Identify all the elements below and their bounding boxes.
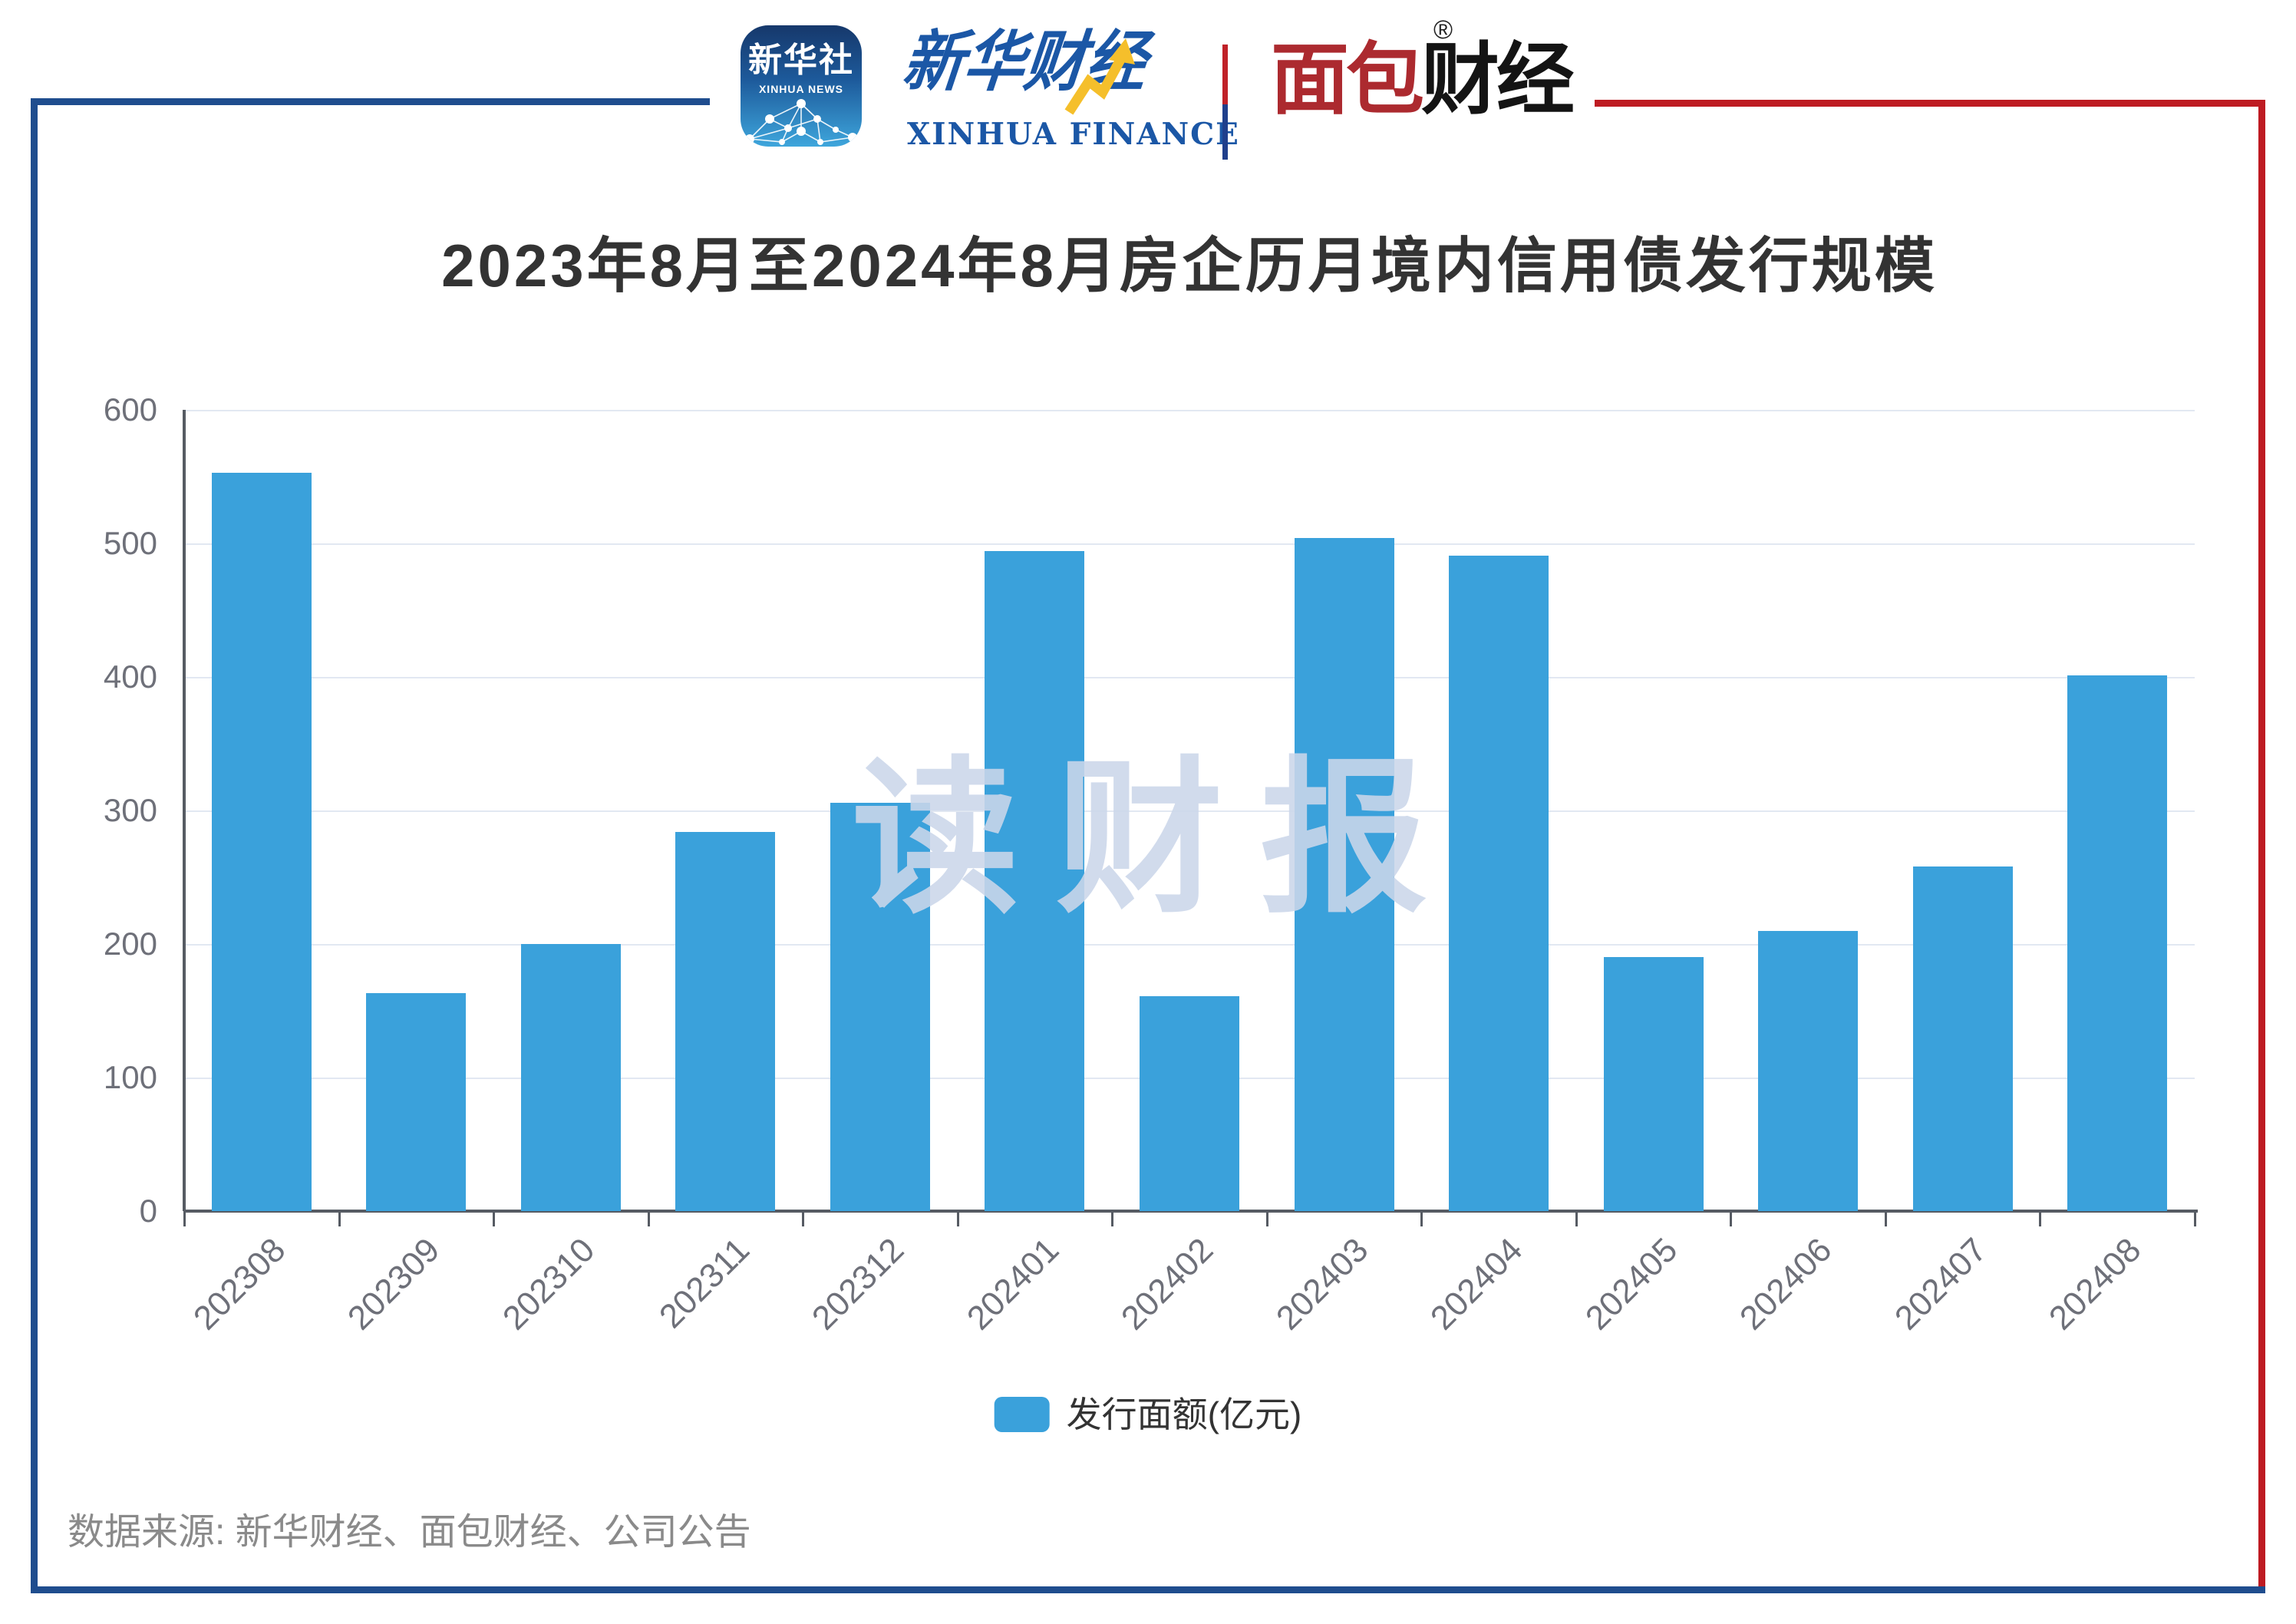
x-axis-label-202308: 202308 xyxy=(186,1230,293,1338)
x-axis-tick xyxy=(956,1211,959,1226)
mianbao-finance-logo: 面包财经 xyxy=(1271,36,1575,124)
x-axis-label-202408: 202408 xyxy=(2042,1230,2149,1338)
x-axis-label-202402: 202402 xyxy=(1114,1230,1221,1338)
xinhua-news-app-icon: 新华社 XINHUA NEWS xyxy=(741,25,862,147)
x-axis-label-202407: 202407 xyxy=(1887,1230,1994,1338)
y-axis-label-600: 600 xyxy=(103,391,157,427)
gridline-y-500 xyxy=(184,543,2195,545)
gridline-y-400 xyxy=(184,677,2195,678)
bar-202402[interactable] xyxy=(1140,995,1239,1211)
bar-202406[interactable] xyxy=(1758,930,1859,1211)
legend-item[interactable]: 发行面额(亿元) xyxy=(994,1395,1302,1434)
bar-202405[interactable] xyxy=(1603,957,1704,1211)
x-axis-label-202311: 202311 xyxy=(652,1230,757,1336)
bar-202407[interactable] xyxy=(1912,866,2013,1211)
x-axis-label-202404: 202404 xyxy=(1423,1230,1530,1338)
x-axis-label-202309: 202309 xyxy=(341,1230,447,1338)
x-axis-label-202401: 202401 xyxy=(959,1230,1066,1338)
gridline-y-600 xyxy=(184,410,2195,411)
frame-right-line xyxy=(2258,100,2265,1593)
y-axis-label-200: 200 xyxy=(103,926,157,962)
x-axis-label-202310: 202310 xyxy=(495,1230,602,1338)
bar-202403[interactable] xyxy=(1294,538,1394,1211)
x-axis-tick xyxy=(2194,1211,2196,1226)
y-axis-label-500: 500 xyxy=(103,525,157,561)
x-axis-tick xyxy=(1575,1211,1578,1226)
x-axis-label-202405: 202405 xyxy=(1578,1230,1685,1338)
y-axis-label-300: 300 xyxy=(103,792,157,828)
gridline-y-200 xyxy=(184,944,2195,946)
bar-202309[interactable] xyxy=(366,993,467,1211)
registered-trademark-icon: ® xyxy=(1433,15,1453,45)
frame-top-right-line xyxy=(1595,100,2265,107)
mianbao-logo-black-part: 财经 xyxy=(1421,36,1575,124)
chart-title: 2023年8月至2024年8月房企历月境内信用债发行规模 xyxy=(441,232,1938,299)
x-axis-tick xyxy=(2039,1211,2042,1226)
x-axis-tick xyxy=(1884,1211,1887,1226)
x-axis-tick xyxy=(183,1211,186,1226)
x-axis-line xyxy=(184,1210,2198,1213)
x-axis-tick xyxy=(647,1211,650,1226)
legend-label: 发行面额(亿元) xyxy=(1066,1395,1302,1434)
mianbao-logo-red-part: 面包 xyxy=(1271,36,1424,124)
gold-arrow-icon xyxy=(1064,38,1135,115)
x-axis-tick xyxy=(1420,1211,1423,1226)
x-axis-label-202403: 202403 xyxy=(1268,1230,1376,1338)
bar-202404[interactable] xyxy=(1449,555,1549,1211)
frame-top-left-line xyxy=(31,98,710,105)
x-axis-tick xyxy=(1730,1211,1733,1226)
bar-202408[interactable] xyxy=(2067,675,2168,1211)
bar-202310[interactable] xyxy=(520,944,621,1211)
x-axis-tick xyxy=(493,1211,496,1226)
bar-202312[interactable] xyxy=(830,802,930,1211)
bar-202308[interactable] xyxy=(211,472,312,1211)
bar-202311[interactable] xyxy=(675,831,776,1211)
data-source-note: 数据来源: 新华财经、面包财经、公司公告 xyxy=(68,1512,751,1553)
xinhua-news-icon-title: 新华社 xyxy=(748,41,854,79)
y-axis-line xyxy=(183,410,186,1211)
watermark: 读财报 xyxy=(852,746,1464,932)
xinhua-news-icon-subtitle: XINHUA NEWS xyxy=(758,83,844,95)
gridline-y-300 xyxy=(184,810,2195,812)
x-axis-tick xyxy=(1265,1211,1268,1226)
y-axis-label-100: 100 xyxy=(103,1059,157,1095)
x-axis-tick xyxy=(1111,1211,1114,1226)
y-axis-label-0: 0 xyxy=(139,1193,157,1229)
x-axis-tick xyxy=(338,1211,341,1226)
x-axis-label-202406: 202406 xyxy=(1733,1230,1839,1338)
bar-202401[interactable] xyxy=(985,551,1085,1211)
network-globe-icon xyxy=(745,99,857,145)
x-axis-tick xyxy=(802,1211,805,1226)
frame-bottom-line xyxy=(31,1586,2265,1593)
x-axis-label-202312: 202312 xyxy=(804,1230,912,1338)
brand-divider xyxy=(1222,45,1228,160)
frame-left-line xyxy=(31,98,38,1593)
xinhua-finance-logo-en: XINHUA FINANCE xyxy=(907,117,1240,152)
legend-swatch xyxy=(994,1397,1050,1432)
y-axis-label-400: 400 xyxy=(103,659,157,695)
